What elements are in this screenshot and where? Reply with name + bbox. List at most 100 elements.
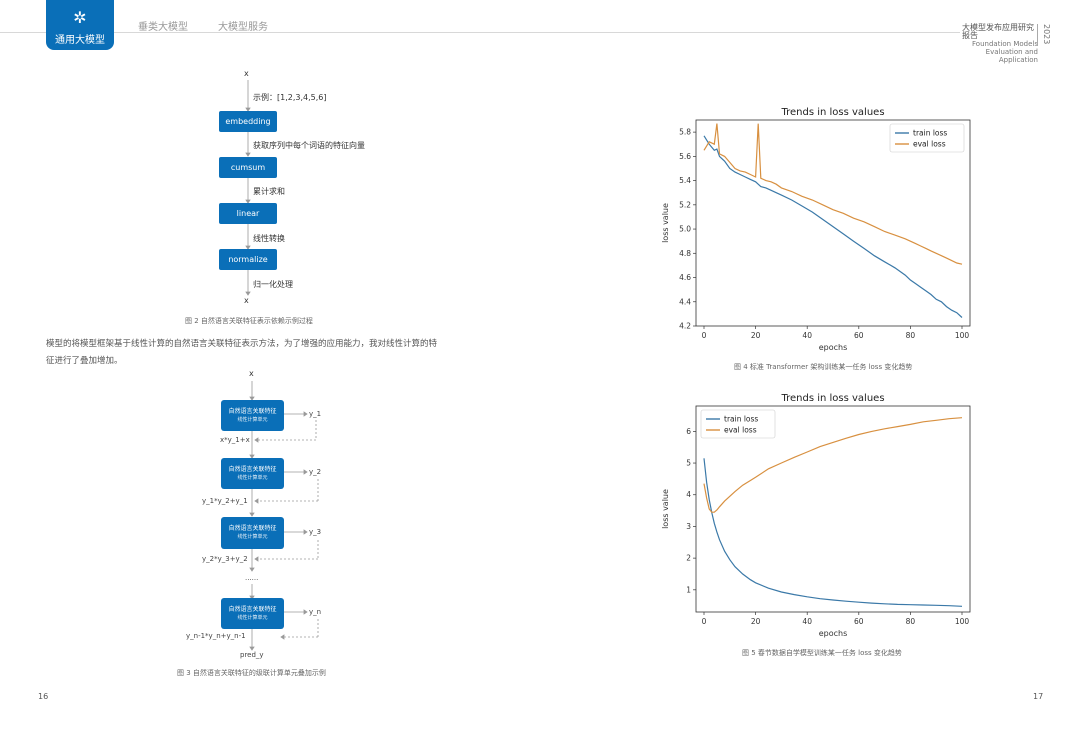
fig2-connectors: [245, 80, 251, 296]
fig3-feedback-1: x*y_1+x: [220, 436, 250, 444]
fig4-chart-title: Trends in loss values: [780, 107, 884, 118]
fig4-plot-frame: [695, 119, 971, 327]
fig2-box-normalize: normalize: [219, 249, 277, 270]
fig5-chart-title: Trends in loss values: [780, 393, 884, 404]
fig5-y-tick-label: 4: [686, 490, 691, 499]
fig3-unit-title: 自然语言关联特征: [228, 525, 277, 532]
fig3-output-2: y_2: [309, 468, 322, 476]
fig2-label-3: 线性转换: [253, 234, 285, 243]
fig5-chart: Trends in loss values 0 20 40 60 80 100 1 2 3 4 5 6 e…: [661, 393, 971, 638]
fig3-unit-sub: 线性计算单元: [237, 475, 268, 481]
fig4-y-tick-label: 5.2: [679, 200, 691, 209]
fig4-chart: Trends in loss values 0 20 40 60 80 100 4.2 4.4 4…: [661, 107, 971, 352]
fig4-series-line-eval: [703, 123, 963, 265]
fig5-y-tick-label: 3: [686, 522, 691, 531]
fig3-connectors: [249, 381, 319, 651]
fig4-y-tick-label: 4.6: [679, 273, 691, 282]
fig3-feedback-n: y_n-1*y_n+y_n-1: [186, 632, 246, 640]
fig3-feedback-3: y_2*y_3+y_2: [202, 555, 248, 563]
fig4-series-line-train: [703, 135, 963, 318]
fig3-unit-1: 自然语言关联特征 线性计算单元: [221, 400, 284, 431]
fig3-unit-title: 自然语言关联特征: [228, 466, 277, 473]
report-year: 2023: [1042, 24, 1051, 45]
header-separator: [1037, 24, 1038, 46]
fig3-ellipsis: ......: [245, 574, 259, 582]
fig5-y-tick-label: 1: [686, 585, 691, 594]
fig2-box-linear: linear: [219, 203, 277, 224]
fig4-y-tick-label: 4.2: [679, 322, 691, 331]
fig3-pred-y: pred_y: [240, 651, 264, 659]
fig2-example: 示例：[1,2,3,4,5,6]: [253, 93, 327, 102]
fig4-y-tick-label: 4.4: [679, 297, 691, 306]
fig4-y-axis-label: loss value: [661, 203, 670, 243]
fig4-y-tick-label: 5.4: [679, 176, 691, 185]
fig4-y-tick-label: 5.0: [679, 225, 691, 234]
header-divider: [0, 32, 960, 33]
section-badge[interactable]: ✲ 通用大模型: [46, 0, 114, 50]
fig4-y-tick-label: 5.8: [679, 128, 691, 137]
fig3-unit-sub: 线性计算单元: [237, 615, 268, 621]
fig3-caption: 图 3 自然语言关联特征的级联计算单元叠加示例: [177, 669, 326, 677]
fig4-x-tick-label: 80: [906, 331, 916, 340]
report-subtitle-2: Evaluation and Application: [985, 48, 1038, 64]
fig4-x-axis-label: epochs: [819, 343, 848, 352]
nav-item-vertical-models[interactable]: 垂类大模型: [138, 22, 188, 33]
fig5-x-tick-label: 0: [702, 617, 707, 626]
fig3-unit-title: 自然语言关联特征: [228, 606, 277, 613]
fig3-output-3: y_3: [309, 528, 322, 536]
fig3-input-x: x: [249, 369, 254, 378]
fig5-series-line-eval: [703, 417, 963, 513]
report-title-block: 大模型发布应用研究报告 Foundation Models Evaluation…: [962, 23, 1038, 65]
fig5-x-tick-label: 20: [751, 617, 761, 626]
fig3-output-1: y_1: [309, 410, 322, 418]
fig2-caption: 图 2 自然语言关联特征表示依赖示例过程: [185, 317, 313, 325]
fig5-y-tick-label: 2: [686, 554, 691, 563]
fig5-caption: 图 5 春节数据自学模型训练某一任务 loss 变化趋势: [742, 649, 902, 657]
fig4-x-tick-label: 60: [854, 331, 864, 340]
fig5-x-tick-label: 60: [854, 617, 864, 626]
fig3-feedback-2: y_1*y_2+y_1: [202, 497, 248, 505]
gear-cluster-icon: ✲: [73, 8, 87, 27]
fig2-output-x: x: [244, 296, 249, 305]
fig5-series-line-train: [703, 458, 963, 607]
fig5-x-tick-label: 80: [906, 617, 916, 626]
section-badge-label: 通用大模型: [55, 35, 105, 46]
fig3-unit-2: 自然语言关联特征 线性计算单元: [221, 458, 284, 489]
fig4-legend-label: train loss: [913, 129, 947, 138]
page-number-left: 16: [38, 692, 49, 701]
report-subtitle-1: Foundation Models: [972, 40, 1038, 48]
fig5-y-axis-label: loss value: [661, 489, 670, 529]
fig2-box-cumsum: cumsum: [219, 157, 277, 178]
fig4-legend-label: eval loss: [913, 140, 946, 149]
fig4-caption: 图 4 标准 Transformer 架构训练某一任务 loss 变化趋势: [734, 363, 913, 371]
fig5-x-tick-label: 40: [802, 617, 812, 626]
body-paragraph: 模型的将模型框架基于线性计算的自然语言关联特征表示方法，为了增强的应用能力，我对…: [46, 336, 516, 370]
fig4-x-tick-label: 0: [702, 331, 707, 340]
paragraph-line-1: 模型的将模型框架基于线性计算的自然语言关联特征表示方法，为了增强的应用能力，我对…: [46, 339, 438, 349]
fig5-x-axis-label: epochs: [819, 629, 848, 638]
fig5-y-tick-label: 6: [686, 427, 691, 436]
fig5-legend-label: train loss: [724, 415, 758, 424]
fig2-input-x: x: [244, 69, 249, 78]
fig2-box-embedding: embedding: [219, 111, 277, 132]
fig4-y-tick-label: 4.8: [679, 249, 691, 258]
fig5-x-tick-label: 100: [955, 617, 970, 626]
fig3-output-n: y_n: [309, 608, 322, 616]
nav-item-model-services[interactable]: 大模型服务: [218, 22, 268, 33]
fig5-y-tick-label: 5: [686, 459, 691, 468]
fig5-legend-box: [700, 409, 776, 439]
fig2-label-2: 累计求和: [253, 187, 285, 196]
fig4-legend-box: [889, 123, 965, 153]
paragraph-line-2: 征进行了叠加增加。: [46, 356, 123, 366]
fig5-legend-label: eval loss: [724, 426, 757, 435]
fig3-unit-title: 自然语言关联特征: [228, 408, 277, 415]
fig4-y-tick-label: 5.6: [679, 152, 691, 161]
fig3-unit-n: 自然语言关联特征 线性计算单元: [221, 598, 284, 629]
fig3-unit-3: 自然语言关联特征 线性计算单元: [221, 517, 284, 549]
fig4-x-tick-label: 40: [802, 331, 812, 340]
page-number-right: 17: [1033, 692, 1044, 701]
fig2-label-1: 获取序列中每个词语的特征向量: [253, 141, 365, 150]
fig3-unit-sub: 线性计算单元: [237, 417, 268, 423]
fig4-x-tick-label: 100: [955, 331, 970, 340]
report-title: 大模型发布应用研究报告: [962, 23, 1034, 40]
